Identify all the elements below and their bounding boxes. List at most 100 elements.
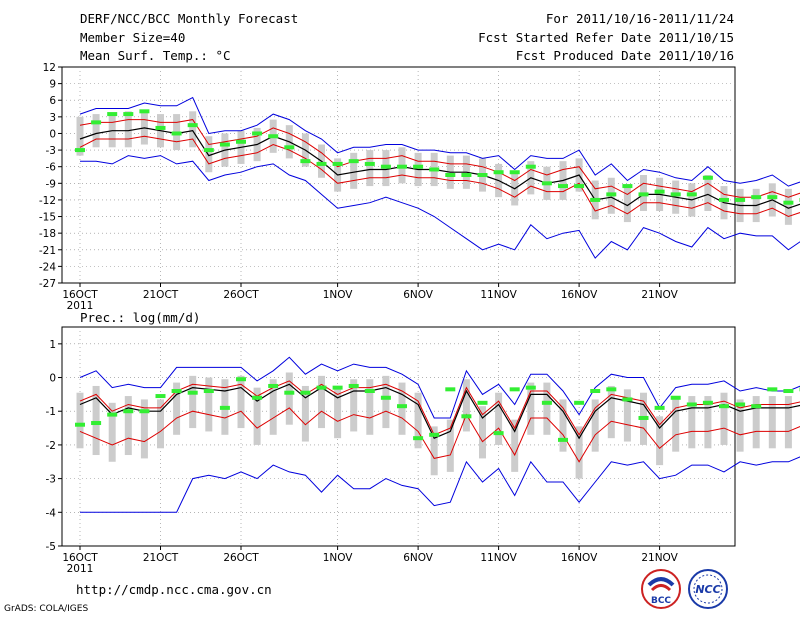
spread-box — [672, 399, 680, 452]
observation-marker — [735, 402, 746, 407]
observation-marker — [509, 387, 520, 392]
observation-marker — [654, 405, 665, 410]
observation-marker — [590, 389, 601, 394]
spread-box — [575, 426, 583, 479]
observation-marker — [541, 181, 552, 186]
observation-marker — [123, 112, 134, 117]
spread-box — [784, 396, 792, 449]
spread-box — [768, 396, 776, 449]
observation-marker — [445, 173, 456, 177]
observation-marker — [219, 405, 230, 410]
x-tick-label: 21NOV — [641, 552, 678, 564]
spread-box — [124, 111, 132, 148]
observation-marker — [574, 400, 585, 405]
observation-marker — [316, 161, 327, 166]
y-tick-label: -24 — [39, 261, 56, 273]
spread-box — [607, 385, 615, 439]
spread-box — [285, 372, 293, 425]
observation-marker — [332, 161, 343, 166]
observation-marker — [91, 120, 102, 125]
y-tick-label: 6 — [49, 95, 56, 107]
y-tick-label: -3 — [46, 474, 56, 486]
observation-marker — [445, 387, 456, 392]
observation-marker — [155, 125, 166, 130]
observation-marker — [558, 437, 568, 442]
spread-box — [92, 385, 100, 456]
observation-marker — [558, 184, 568, 189]
observation-marker — [300, 159, 311, 164]
spread-box — [591, 399, 599, 452]
spread-box — [237, 375, 245, 429]
observation-marker — [493, 170, 504, 175]
observation-marker — [397, 164, 407, 169]
bcc-logo: BCC — [640, 568, 682, 614]
observation-marker — [123, 409, 134, 414]
observation-marker — [541, 400, 552, 405]
observation-marker — [525, 164, 536, 169]
observation-marker — [638, 192, 649, 197]
observation-marker — [380, 164, 391, 169]
spread-box — [543, 382, 551, 435]
observation-marker — [236, 377, 246, 382]
ensemble-min-line — [80, 456, 800, 513]
footer-url[interactable]: http://cmdp.ncc.cma.gov.cn — [76, 582, 272, 597]
chart-title: DERF/NCC/BCC Monthly Forecast — [80, 11, 299, 26]
observation-marker — [155, 394, 166, 399]
x-tick-label: 21OCT — [143, 289, 179, 301]
forecast-started-date: Fcst Started Refer Date 2011/10/15 — [478, 30, 734, 45]
spread-box — [479, 406, 486, 459]
precip-panel-title: Prec.: log(mm/d) — [80, 310, 201, 325]
y-tick-label: -12 — [39, 195, 56, 207]
y-tick-label: -27 — [39, 278, 56, 290]
spread-box — [623, 186, 631, 223]
observation-marker — [284, 145, 295, 150]
spread-box — [366, 150, 374, 187]
observation-marker — [590, 197, 601, 202]
spread-lower-line — [79, 407, 800, 463]
spread-box — [398, 382, 406, 435]
observation-marker — [477, 400, 488, 405]
spread-box — [720, 392, 728, 445]
observation-marker — [139, 109, 150, 114]
y-tick-label: 9 — [49, 79, 56, 91]
observation-marker — [735, 197, 746, 202]
y-tick-label: -21 — [39, 245, 56, 257]
observation-marker — [493, 431, 504, 436]
ensemble-max-line — [79, 96, 800, 187]
y-tick-label: 3 — [49, 112, 56, 124]
bcc-logo-text: BCC — [651, 596, 671, 606]
observation-marker — [477, 173, 488, 177]
observation-marker — [91, 421, 102, 426]
x-year-label: 2011 — [67, 563, 94, 575]
spread-box — [92, 114, 100, 148]
member-size: Member Size=40 — [80, 30, 186, 45]
observation-marker — [606, 192, 617, 197]
ncc-logo: NCC — [684, 568, 732, 614]
spread-box — [752, 396, 760, 449]
observation-marker — [429, 167, 440, 172]
spread-box — [173, 382, 181, 435]
spread-box — [688, 396, 696, 449]
spread-box — [157, 399, 164, 449]
spread-lower-line — [79, 135, 800, 218]
spread-box — [76, 392, 84, 449]
y-tick-label: -5 — [46, 541, 56, 553]
y-tick-label: 0 — [49, 373, 56, 385]
spread-box — [784, 188, 792, 225]
forecast-period: For 2011/10/16-2011/11/24 — [545, 11, 734, 26]
y-tick-label: -4 — [46, 507, 57, 519]
spread-box — [253, 387, 261, 445]
ncc-logo-text: NCC — [695, 583, 720, 596]
spread-box — [269, 379, 277, 435]
spread-box — [301, 385, 309, 442]
spread-box — [736, 399, 744, 452]
observation-marker — [203, 389, 214, 394]
y-tick-label: 0 — [49, 128, 56, 140]
y-tick-label: 1 — [49, 339, 56, 351]
spread-box — [704, 175, 712, 211]
observation-marker — [686, 402, 697, 407]
observation-marker — [364, 389, 375, 394]
x-tick-label: 11NOV — [480, 552, 517, 564]
spread-box — [205, 377, 213, 432]
